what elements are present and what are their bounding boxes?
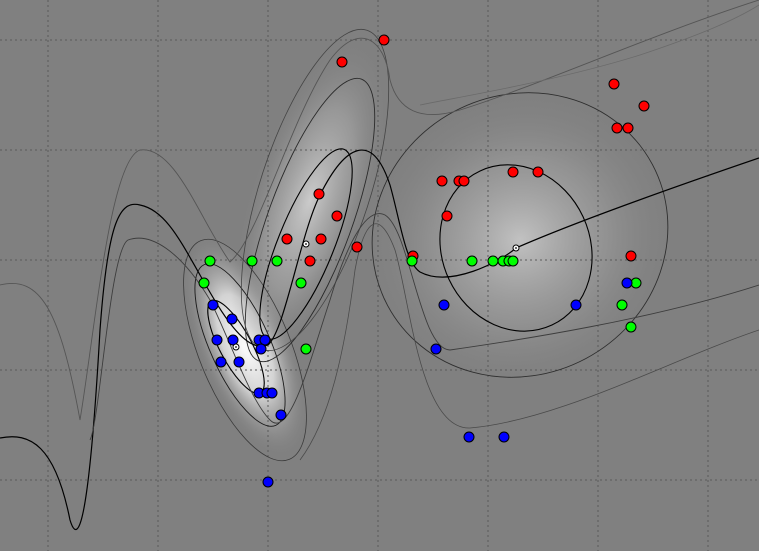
data-point-blue: [463, 431, 475, 443]
contour-blue-mid: [194, 263, 286, 427]
data-point-blue: [430, 343, 442, 355]
decision-boundary-lower: [89, 213, 759, 441]
data-point-red: [313, 188, 325, 200]
data-point-blue: [207, 299, 219, 311]
data-point-red: [436, 175, 448, 187]
data-point-blue: [233, 356, 245, 368]
data-point-green: [198, 277, 210, 289]
data-point-red: [336, 56, 348, 68]
data-point-blue: [266, 387, 278, 399]
density-shading: [181, 37, 679, 458]
data-point-green: [507, 255, 519, 267]
data-point-blue: [498, 431, 510, 443]
data-point-green: [487, 255, 499, 267]
decision-boundary-outer: [299, 223, 759, 461]
data-point-red: [532, 166, 544, 178]
data-point-red: [507, 166, 519, 178]
data-point-blue: [438, 299, 450, 311]
data-point-red: [281, 233, 293, 245]
data-point-blue: [621, 277, 633, 289]
data-point-green: [625, 321, 637, 333]
data-point-red: [331, 210, 343, 222]
data-point-green: [295, 277, 307, 289]
data-point-blue: [570, 299, 582, 311]
data-point-blue: [215, 356, 227, 368]
data-point-blue: [226, 313, 238, 325]
component-center-dot: [235, 346, 237, 348]
data-point-red: [625, 250, 637, 262]
data-point-red: [622, 122, 634, 134]
data-point-green: [466, 255, 478, 267]
data-point-red: [315, 233, 327, 245]
data-point-blue: [255, 343, 267, 355]
data-point-red: [611, 122, 623, 134]
data-point-green: [300, 343, 312, 355]
contour-blue-outer: [183, 238, 307, 462]
component-centers: [232, 240, 520, 351]
contour-red-left-mid: [244, 77, 376, 363]
data-point-green: [204, 255, 216, 267]
data-point-green: [616, 299, 628, 311]
data-point-red: [441, 210, 453, 222]
data-point-green: [406, 255, 418, 267]
decision-boundary-far: [419, 4, 759, 106]
density-glow-red-right: [361, 88, 679, 392]
decision-boundary-upper: [0, 0, 759, 421]
data-point-blue: [227, 334, 239, 346]
data-point-green: [271, 255, 283, 267]
data-point-red: [458, 175, 470, 187]
data-point-red: [304, 255, 316, 267]
data-point-blue: [259, 334, 271, 346]
component-center-dot: [515, 247, 517, 249]
contour-red-right-inner: [439, 164, 593, 332]
decision-boundary-main: [0, 149, 759, 531]
density-glow-red-left: [231, 37, 389, 363]
data-point-blue: [275, 409, 287, 421]
data-point-red: [351, 241, 363, 253]
component-center-dot: [305, 243, 307, 245]
data-point-green: [246, 255, 258, 267]
data-point-red: [378, 34, 390, 46]
data-point-red: [638, 100, 650, 112]
data-points: [198, 34, 650, 488]
data-point-blue: [262, 476, 274, 488]
data-point-red: [608, 78, 620, 90]
data-point-blue: [211, 334, 223, 346]
